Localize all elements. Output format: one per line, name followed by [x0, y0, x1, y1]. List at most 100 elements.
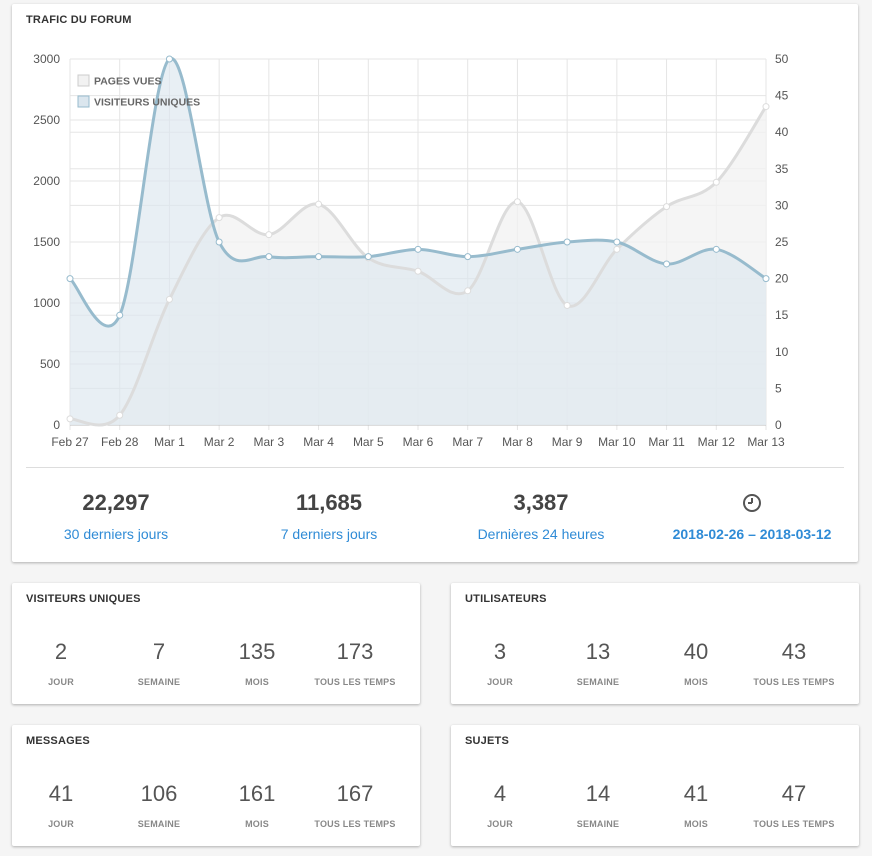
- stat-label[interactable]: 30 derniers jours: [63, 526, 169, 542]
- x-tick-label: Mar 6: [403, 435, 434, 449]
- cell-value: 7: [152, 639, 166, 664]
- y-left-tick-label: 500: [40, 357, 60, 371]
- panel-cell: 161 MOIS: [208, 781, 306, 829]
- y-right-tick-label: 5: [775, 381, 782, 395]
- data-point: [563, 238, 571, 246]
- panel-unique-visitors: VISITEURS UNIQUES 2 JOUR 7 SEMAINE 135 MOIS…: [12, 583, 420, 704]
- cell-label: TOUS LES TEMPS: [314, 677, 396, 687]
- cell-label: SEMAINE: [576, 677, 620, 687]
- panel-cell: 173 TOUS LES TEMPS: [306, 639, 404, 687]
- legend-swatch: [77, 95, 90, 108]
- cell-value: 14: [585, 781, 611, 806]
- cell-value: 2: [54, 639, 68, 664]
- y-left-tick-label: 2000: [33, 174, 60, 188]
- cell-value: 43: [781, 639, 807, 664]
- panel-messages: MESSAGES 41 JOUR 106 SEMAINE 161 MOIS 167 TO…: [12, 725, 420, 846]
- x-tick-label: Mar 11: [648, 435, 685, 449]
- stat-value: 22,297: [82, 490, 150, 515]
- date-range-label[interactable]: 2018-02-26 – 2018-03-12: [672, 526, 832, 542]
- cell-value: 161: [238, 781, 276, 806]
- panel-cell: 167 TOUS LES TEMPS: [306, 781, 404, 829]
- x-tick-label: Mar 9: [552, 435, 583, 449]
- cell-label: MOIS: [684, 819, 708, 829]
- panel-cell: 40 MOIS: [647, 639, 745, 687]
- panel-title: SUJETS: [465, 735, 509, 747]
- cell-label: SEMAINE: [576, 819, 620, 829]
- data-point: [663, 203, 671, 211]
- cell-value: 167: [336, 781, 374, 806]
- data-point: [712, 245, 720, 253]
- clock-icon: [743, 494, 761, 512]
- data-point: [364, 253, 372, 261]
- stat-value: 3,387: [513, 490, 569, 515]
- data-point: [215, 238, 223, 246]
- y-right-tick-label: 35: [775, 162, 789, 176]
- stat-7-days: 11,685 7 derniers jours: [229, 488, 429, 542]
- data-point: [315, 200, 323, 208]
- y-left-tick-label: 1500: [33, 235, 60, 249]
- y-right-tick-label: 30: [775, 198, 789, 212]
- y-right-tick-label: 25: [775, 235, 789, 249]
- series-area: [70, 58, 766, 425]
- traffic-chart: 0 500 1000 1500 2000 2500 3000 0 5 10 15 20 25 30 35 40…: [33, 52, 789, 449]
- data-point: [464, 287, 472, 295]
- y-right-tick-label: 45: [775, 89, 789, 103]
- y-left-tick-label: 2500: [33, 113, 60, 127]
- cell-label: JOUR: [487, 677, 513, 687]
- panel-cell: 7 SEMAINE: [110, 639, 208, 687]
- panel-title: VISITEURS UNIQUES: [26, 593, 141, 605]
- data-point: [762, 103, 770, 111]
- panel-cell: 135 MOIS: [208, 639, 306, 687]
- cell-label: TOUS LES TEMPS: [753, 819, 835, 829]
- stat-value: 11,685: [295, 490, 363, 515]
- cell-label: MOIS: [684, 677, 708, 687]
- data-point: [66, 275, 74, 283]
- cell-value: 4: [493, 781, 507, 806]
- data-point: [513, 245, 521, 253]
- data-point: [464, 253, 472, 261]
- cell-label: JOUR: [48, 819, 74, 829]
- stat-date-range: 2018-02-26 – 2018-03-12: [640, 488, 864, 542]
- y-left-tick-label: 1000: [33, 296, 60, 310]
- x-tick-label: Mar 2: [204, 435, 235, 449]
- cell-label: TOUS LES TEMPS: [753, 677, 835, 687]
- x-tick-label: Mar 8: [502, 435, 533, 449]
- panel-topics: SUJETS 4 JOUR 14 SEMAINE 41 MOIS 47 TOUS LES…: [451, 725, 859, 846]
- cell-label: MOIS: [245, 677, 269, 687]
- x-tick-label: Feb 27: [51, 435, 89, 449]
- panel-cell: 14 SEMAINE: [549, 781, 647, 829]
- data-point: [414, 267, 422, 275]
- cell-value: 41: [683, 781, 709, 806]
- y-right-tick-label: 20: [775, 272, 789, 286]
- panel-cell: 41 MOIS: [647, 781, 745, 829]
- data-point: [663, 260, 671, 268]
- data-point: [66, 415, 74, 423]
- panel-cell: 41 JOUR: [12, 781, 110, 829]
- cell-value: 3: [493, 639, 507, 664]
- panel-cell: 106 SEMAINE: [110, 781, 208, 829]
- data-point: [712, 178, 720, 186]
- data-point: [165, 295, 173, 303]
- stat-label[interactable]: 7 derniers jours: [280, 526, 378, 542]
- panel-users: UTILISATEURS 3 JOUR 13 SEMAINE 40 MOIS 43 TO…: [451, 583, 859, 704]
- cell-label: MOIS: [245, 819, 269, 829]
- cell-value: 173: [336, 639, 374, 664]
- cell-label: SEMAINE: [137, 819, 181, 829]
- cell-value: 135: [238, 639, 276, 664]
- stat-label[interactable]: Dernières 24 heures: [477, 526, 605, 542]
- data-point: [315, 253, 323, 261]
- cell-label: TOUS LES TEMPS: [314, 819, 396, 829]
- x-tick-label: Mar 7: [452, 435, 483, 449]
- x-tick-label: Mar 10: [598, 435, 636, 449]
- panel-cell: 2 JOUR: [12, 639, 110, 687]
- data-point: [613, 238, 621, 246]
- legend-swatch: [77, 74, 90, 87]
- data-point: [215, 214, 223, 222]
- legend-label: PAGES VUES: [94, 76, 162, 88]
- panel-cell: 13 SEMAINE: [549, 639, 647, 687]
- cell-value: 40: [683, 639, 709, 664]
- y-right-tick-label: 15: [775, 308, 789, 322]
- cell-value: 41: [48, 781, 74, 806]
- cell-value: 106: [140, 781, 178, 806]
- data-point: [265, 231, 273, 239]
